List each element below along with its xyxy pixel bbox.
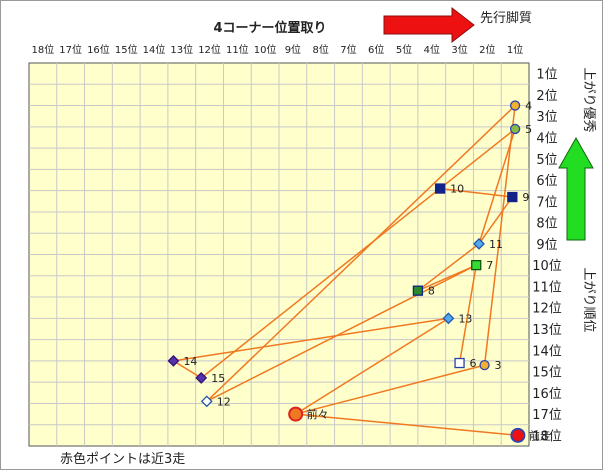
- y-tick-label: 2位: [536, 89, 557, 104]
- x-tick-label: 5位: [396, 43, 412, 56]
- connection-line: [478, 196, 513, 245]
- y-tick-label: 5位: [536, 153, 557, 168]
- y-tick-label: 9位: [536, 238, 557, 253]
- y-tick-label: 1位: [536, 68, 557, 83]
- y-label-top: 上がり優秀: [581, 67, 596, 132]
- connection-line: [206, 264, 477, 402]
- data-point: [412, 285, 424, 296]
- data-point: [195, 371, 208, 384]
- y-tick-label: 16位: [532, 387, 562, 402]
- connection-line: [173, 317, 449, 362]
- point-label: 10: [450, 183, 464, 196]
- data-point: [509, 100, 521, 111]
- x-label-right: 先行脚質: [480, 10, 532, 26]
- data-point: [288, 406, 304, 422]
- x-tick-label: 7位: [340, 43, 356, 56]
- x-tick-label: 15位: [115, 43, 138, 56]
- data-point: [167, 354, 180, 367]
- x-tick-label: 12位: [198, 43, 221, 56]
- data-point: [509, 123, 521, 135]
- point-label: 3: [495, 359, 502, 372]
- point-label: 13: [458, 312, 472, 325]
- x-tick-label: 9位: [285, 43, 301, 56]
- arrow-up-icon: [558, 136, 594, 241]
- y-label-side: 上がり順位: [581, 267, 596, 332]
- connection-line: [295, 413, 518, 437]
- y-tick-label: 13位: [532, 323, 562, 338]
- x-tick-label: 13位: [170, 43, 193, 56]
- connection-line: [458, 265, 477, 364]
- connection-line: [173, 360, 202, 379]
- y-tick-label: 12位: [532, 302, 562, 317]
- x-tick-label: 11位: [226, 43, 249, 56]
- connection-line: [478, 128, 516, 245]
- x-tick-label: 3位: [451, 43, 467, 56]
- connection-line: [200, 128, 516, 379]
- x-tick-label: 2位: [479, 43, 495, 56]
- data-points: [167, 100, 526, 443]
- data-point: [479, 359, 490, 371]
- y-tick-label: 3位: [536, 110, 557, 125]
- data-point: [442, 312, 455, 325]
- point-label: 前走: [529, 428, 551, 442]
- y-tick-label: 18位: [532, 429, 562, 444]
- data-point: [510, 427, 526, 443]
- data-point: [507, 191, 518, 203]
- data-point: [434, 183, 446, 194]
- connection-lines: [173, 105, 518, 437]
- x-tick-label: 17位: [59, 43, 82, 56]
- arrow-right-icon: [383, 6, 475, 44]
- y-tick-label: 7位: [536, 195, 557, 210]
- y-tick-label: 11位: [532, 280, 562, 295]
- point-label: 9: [522, 191, 529, 204]
- footnote: 赤色ポイントは近3走: [60, 451, 185, 467]
- x-tick-label: 18位: [32, 43, 55, 56]
- x-tick-label: 4位: [424, 43, 440, 56]
- x-tick-label: 6位: [368, 43, 384, 56]
- connection-line: [483, 105, 516, 366]
- y-tick-label: 17位: [532, 408, 562, 423]
- point-label: 11: [489, 238, 503, 251]
- point-label: 14: [183, 355, 197, 368]
- x-tick-label: 8位: [312, 43, 328, 56]
- connection-line: [440, 187, 513, 198]
- y-tick-label: 10位: [532, 259, 562, 274]
- point-label: 前々: [307, 407, 329, 421]
- data-point: [454, 357, 465, 369]
- connection-line: [295, 364, 485, 415]
- y-tick-label: 14位: [532, 344, 562, 359]
- y-tick-label: 6位: [536, 174, 557, 189]
- point-label: 12: [217, 395, 231, 408]
- connection-line: [295, 317, 449, 415]
- y-ticks: 1位 2位 3位 4位 5位 6位 7位 8位 9位 10位 11位 12位 13位 14位 15位 16位 1…: [532, 68, 562, 445]
- y-tick-label: 4位: [536, 131, 557, 146]
- x-tick-label: 1位: [507, 43, 523, 56]
- point-label: 15: [211, 372, 225, 385]
- connection-line: [417, 243, 480, 292]
- data-point: [200, 395, 213, 408]
- x-tick-label: 16位: [87, 43, 110, 56]
- chart-title: 4コーナー位置取り: [213, 20, 326, 36]
- point-label: 4: [525, 100, 532, 113]
- x-tick-label: 10位: [254, 43, 277, 56]
- point-label: 5: [525, 123, 532, 136]
- data-point: [473, 237, 485, 250]
- x-tick-label: 14位: [143, 43, 166, 56]
- y-tick-label: 8位: [536, 217, 557, 232]
- point-label: 6: [470, 357, 477, 370]
- connection-line: [206, 105, 516, 402]
- y-tick-label: 15位: [532, 366, 562, 381]
- grid: [29, 63, 529, 446]
- point-label: 7: [486, 259, 493, 272]
- x-ticks: 18位 17位 16位 15位 14位 13位 12位 11位 10位 9位 8位 7位 6位 5位 4位 3…: [32, 43, 524, 56]
- data-point: [471, 259, 482, 271]
- point-label: 8: [428, 285, 435, 298]
